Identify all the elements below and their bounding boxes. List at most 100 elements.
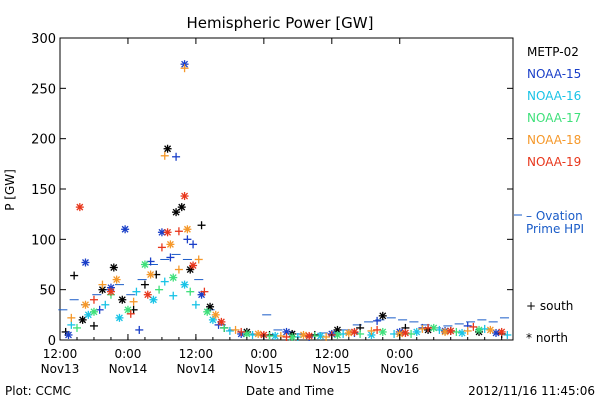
data-point xyxy=(316,331,325,340)
data-point xyxy=(322,332,331,341)
data-point xyxy=(75,203,84,212)
x-tick-time-label: 0:00 xyxy=(386,347,413,361)
y-tick-label: 300 xyxy=(31,32,56,47)
data-point xyxy=(98,280,107,289)
data-point xyxy=(169,273,178,282)
data-point xyxy=(81,300,90,309)
data-point xyxy=(155,285,164,294)
data-point xyxy=(180,60,189,69)
data-point xyxy=(254,329,263,338)
data-point xyxy=(203,307,212,316)
data-point xyxy=(106,287,115,296)
data-point xyxy=(194,255,203,264)
data-point xyxy=(81,258,90,267)
data-point xyxy=(475,325,484,334)
data-point xyxy=(217,317,226,326)
data-point xyxy=(197,221,206,230)
data-point xyxy=(497,327,506,336)
data-point xyxy=(356,329,365,338)
x-tick-time-label: 12:00 xyxy=(179,347,214,361)
data-point xyxy=(72,323,81,332)
data-point xyxy=(441,327,450,336)
data-point xyxy=(350,327,359,336)
data-point xyxy=(446,326,455,335)
data-point xyxy=(242,329,251,338)
data-point xyxy=(282,332,291,341)
data-point xyxy=(180,64,189,73)
data-point xyxy=(149,295,158,304)
data-point xyxy=(70,271,79,280)
data-point xyxy=(183,235,192,244)
legend-item: METP-02 xyxy=(527,45,579,59)
data-point xyxy=(486,325,495,334)
x-tick-date-label: Nov13 xyxy=(41,362,80,376)
y-tick-label: 100 xyxy=(31,233,56,248)
data-point xyxy=(211,310,220,319)
data-point xyxy=(463,326,472,335)
data-point xyxy=(95,305,104,314)
data-point xyxy=(160,277,169,286)
data-point xyxy=(189,240,198,249)
data-point xyxy=(435,325,444,334)
x-tick-time-label: 12:00 xyxy=(43,347,78,361)
y-tick-label: 150 xyxy=(31,183,56,198)
data-point xyxy=(121,225,130,234)
data-point xyxy=(67,320,76,329)
legend-item: NOAA-15 xyxy=(527,67,581,81)
data-point xyxy=(166,240,175,249)
data-point xyxy=(189,261,198,270)
data-point xyxy=(407,329,416,338)
footer-timestamp: 2012/11/16 11:45:06 xyxy=(468,384,595,398)
legend-north: * north xyxy=(526,331,568,345)
y-tick-label: 200 xyxy=(31,133,56,148)
chart-title: Hemispheric Power [GW] xyxy=(187,14,374,32)
data-point xyxy=(163,228,172,237)
legend-item: NOAA-17 xyxy=(527,111,581,125)
data-point xyxy=(89,321,98,330)
data-point xyxy=(132,287,141,296)
y-tick-label: 50 xyxy=(39,284,56,299)
data-point xyxy=(146,257,155,266)
legend-ovation-line2: Prime HPI xyxy=(526,222,584,236)
data-point xyxy=(225,326,234,335)
data-point xyxy=(78,315,87,324)
data-point xyxy=(367,326,376,335)
data-point xyxy=(186,265,195,274)
data-point xyxy=(89,295,98,304)
x-tick-date-label: Nov15 xyxy=(244,362,283,376)
data-point xyxy=(373,316,382,325)
data-point xyxy=(126,309,135,318)
data-point xyxy=(200,287,209,296)
data-point xyxy=(169,291,178,300)
data-point xyxy=(140,280,149,289)
y-axis-label: P [GW] xyxy=(3,169,17,211)
data-point xyxy=(339,329,348,338)
data-point xyxy=(89,307,98,316)
data-point xyxy=(452,327,461,336)
data-point xyxy=(503,330,512,339)
x-axis-label: Date and Time xyxy=(246,384,334,398)
data-point xyxy=(129,297,138,306)
footer-credit: Plot: CCMC xyxy=(5,384,71,398)
x-tick-time-label: 0:00 xyxy=(250,347,277,361)
data-point xyxy=(143,290,152,299)
x-axis-ticks: 12:00Nov130:00Nov1412:00Nov140:00Nov1512… xyxy=(41,38,503,376)
data-point xyxy=(84,310,93,319)
data-point xyxy=(115,313,124,322)
x-tick-date-label: Nov14 xyxy=(177,362,216,376)
legend-ovation-line1: – Ovation xyxy=(526,209,583,223)
data-point xyxy=(458,328,467,337)
x-tick-date-label: Nov14 xyxy=(109,362,148,376)
y-tick-label: 250 xyxy=(31,82,56,97)
ovation-series xyxy=(58,253,510,336)
y-axis-ticks: 0 50 100 150 200 250 300 xyxy=(31,32,513,349)
satellite-series xyxy=(61,60,512,341)
legend-south: + south xyxy=(526,299,573,313)
data-point xyxy=(282,327,291,336)
x-tick-date-label: Nov15 xyxy=(312,362,351,376)
data-point xyxy=(146,270,155,279)
data-point xyxy=(67,313,76,322)
data-point xyxy=(160,151,169,160)
